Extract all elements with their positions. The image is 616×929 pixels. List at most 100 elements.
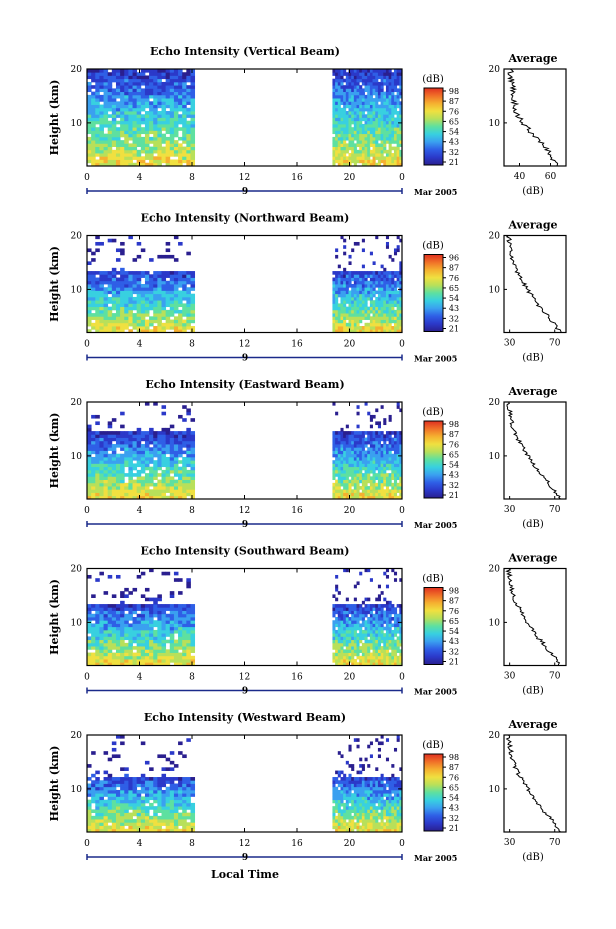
heatmap-cell	[120, 81, 125, 86]
heatmap-cell	[337, 159, 341, 164]
heatmap-cell	[383, 271, 387, 275]
heatmap-cell	[367, 463, 371, 468]
heatmap-cell	[351, 469, 355, 474]
heatmap-cell	[103, 489, 109, 493]
heatmap-cell	[388, 69, 392, 73]
heatmap-cell	[153, 81, 158, 86]
heatmap-cell	[385, 296, 390, 301]
heatmap-cell	[182, 329, 187, 333]
heatmap-cell	[385, 133, 390, 138]
heatmap-cell	[345, 469, 349, 474]
heatmap-cell	[340, 431, 344, 435]
heatmap-cell	[128, 94, 133, 99]
heatmap-cell	[359, 453, 363, 458]
heatmap-cell	[190, 639, 196, 644]
heatmap-cell	[364, 473, 368, 477]
heatmap-cell	[165, 241, 171, 246]
heatmap-cell	[140, 486, 146, 490]
heatmap-cell	[340, 316, 344, 320]
heatmap-cell	[128, 479, 133, 484]
heatmap-cell	[165, 476, 171, 480]
heatmap-cell	[95, 290, 100, 295]
heatmap-cell	[337, 466, 341, 471]
x-tick-label: 8	[189, 340, 195, 350]
heatmap-cell	[332, 316, 336, 320]
heatmap-cell	[383, 460, 387, 464]
heatmap-cell	[340, 293, 344, 298]
heatmap-cell	[165, 98, 171, 102]
heatmap-cell	[136, 326, 142, 330]
heatmap-cell	[396, 75, 400, 80]
heatmap-cell	[340, 271, 344, 275]
heatmap-cell	[144, 75, 150, 80]
heatmap-cell	[340, 447, 344, 451]
heatmap-cell	[361, 463, 365, 468]
heatmap-cell	[353, 156, 357, 160]
heatmap-cell	[169, 287, 175, 291]
heatmap-cell	[377, 290, 381, 295]
heatmap-cell	[165, 444, 171, 448]
heatmap-cell	[337, 495, 341, 500]
heatmap-cell	[186, 408, 191, 413]
heatmap-cell	[115, 280, 121, 285]
heatmap-cell	[375, 610, 379, 615]
heatmap-cell	[144, 652, 150, 657]
heatmap-cell	[393, 149, 398, 154]
heatmap-cell	[356, 405, 360, 409]
heatmap-cell	[361, 316, 365, 320]
heatmap-cell	[375, 486, 379, 490]
heatmap-cell	[91, 69, 96, 73]
heatmap-cell	[396, 88, 400, 93]
heatmap-cell	[335, 662, 339, 666]
heatmap-cell	[99, 469, 104, 474]
heatmap-cell	[190, 604, 196, 608]
heatmap-cell	[173, 620, 179, 624]
heatmap-cell	[377, 431, 381, 435]
heatmap-cell	[388, 309, 392, 314]
heatmap-cell	[396, 604, 400, 608]
heatmap-cell	[375, 329, 379, 333]
colorbar-tick-label: 43	[449, 471, 459, 480]
heatmap-cell	[393, 434, 398, 438]
heatmap-cell	[153, 453, 158, 458]
heatmap-cell	[399, 486, 403, 490]
heatmap-cell	[385, 235, 390, 240]
heatmap-cell	[332, 610, 336, 615]
heatmap-cell	[161, 107, 167, 112]
heatmap-cell	[391, 473, 395, 477]
heatmap-cell	[173, 162, 179, 167]
heatmap-cell	[380, 607, 384, 611]
heatmap-cell	[182, 620, 187, 624]
heatmap-cell	[99, 617, 104, 621]
heatmap-cell	[396, 309, 400, 314]
heatmap-cell	[178, 447, 183, 451]
heatmap-cell	[375, 136, 379, 141]
heatmap-cell	[380, 287, 384, 291]
heatmap-cell	[356, 123, 360, 128]
heatmap-cell	[332, 104, 336, 109]
heatmap-cell	[132, 440, 138, 445]
heatmap-cell	[372, 287, 376, 291]
heatmap-cell	[107, 652, 113, 657]
heatmap-cell	[343, 127, 347, 131]
heatmap-cell	[87, 296, 92, 301]
heatmap-cell	[115, 149, 121, 154]
heatmap-cell	[157, 162, 162, 167]
heatmap-cell	[132, 828, 138, 833]
heatmap-cell	[161, 303, 167, 308]
heatmap-cell	[337, 120, 341, 125]
heatmap-cell	[115, 649, 121, 653]
heatmap-cell	[157, 473, 162, 477]
heatmap-cell	[128, 812, 133, 817]
heatmap-cell	[144, 482, 150, 487]
heatmap-cell	[369, 418, 373, 422]
heatmap-cell	[136, 277, 142, 282]
heatmap-cell	[377, 659, 381, 663]
heatmap-cell	[337, 306, 341, 311]
heatmap-cell	[140, 659, 146, 663]
heatmap-cell	[369, 120, 373, 125]
heatmap-cell	[153, 156, 158, 160]
heatmap-cell	[165, 469, 171, 474]
x-tick-label: 0	[399, 506, 405, 516]
heatmap-cell	[345, 296, 349, 301]
